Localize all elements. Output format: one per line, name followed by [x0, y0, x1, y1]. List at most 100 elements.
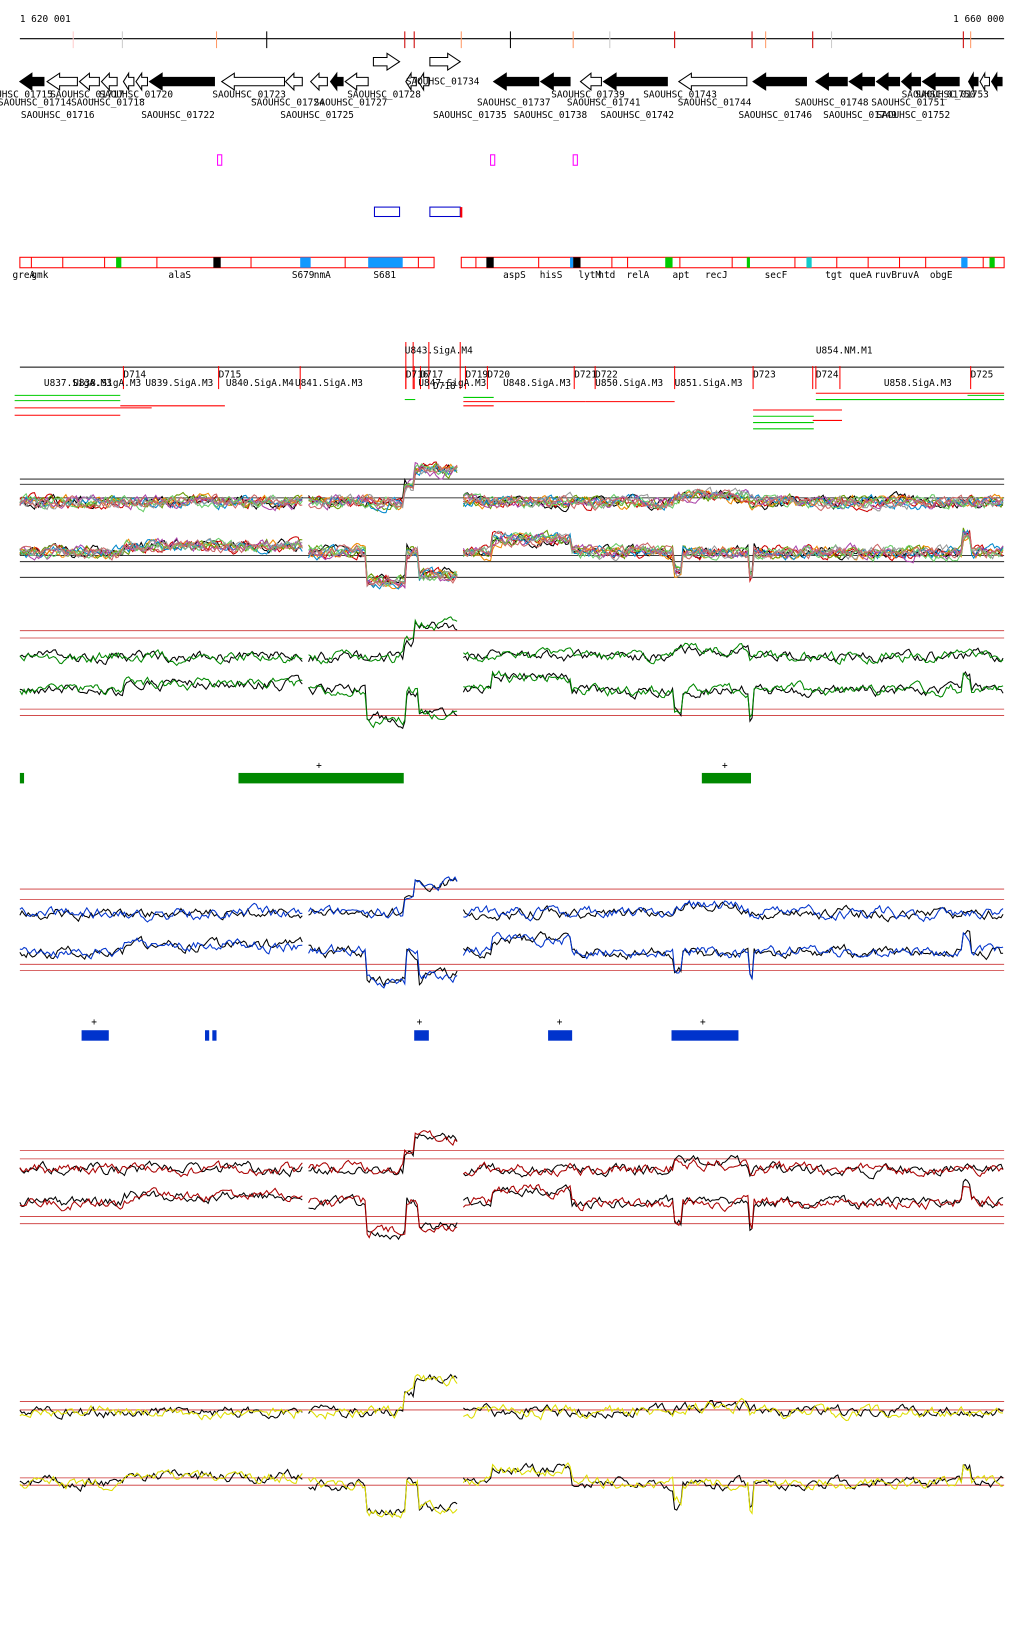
- gene-arrow: [417, 71, 430, 92]
- gene-label: SAOUHSC_01734: [406, 77, 480, 88]
- gene-label: SAOUHSC_01744: [678, 98, 752, 109]
- signal-trace: [19, 670, 1004, 730]
- region-label: D720: [487, 370, 510, 381]
- gene-label: SAOUHSC_01718: [71, 98, 145, 109]
- region-label: D725: [971, 370, 994, 381]
- gene-arrow: [875, 72, 901, 91]
- gene-label: SAOUHSC_01749: [823, 110, 897, 121]
- operon-bar: [19, 256, 435, 269]
- gene-label: SAOUHSC_01728: [347, 89, 421, 100]
- gene-label: SAOUHSC_01717: [50, 89, 124, 100]
- gene-arrow: [100, 71, 118, 92]
- transcript-label: U858.SigA.M3: [884, 378, 952, 389]
- region-label: D722: [595, 370, 618, 381]
- gene-label: SAOUHSC_01725: [280, 110, 354, 121]
- signal-trace: [19, 876, 1004, 923]
- region-label: D721: [574, 370, 597, 381]
- gene-label: SAOUHSC_01742: [600, 110, 674, 121]
- gene-arrow: [848, 72, 875, 91]
- region-label: D716: [406, 370, 429, 381]
- region-label: D717: [420, 370, 443, 381]
- signal-trace: [19, 1373, 1004, 1420]
- operon-label: apt: [673, 270, 690, 281]
- gene-arrow: [579, 72, 602, 92]
- gene-arrow: [405, 71, 417, 92]
- operon-label: queA: [849, 270, 872, 281]
- gene-label: SAOUHSC_01737: [477, 98, 551, 109]
- segment-strand: +: [417, 1017, 423, 1028]
- segment-strand: +: [91, 1017, 97, 1028]
- gene-label: SAOUHSC_01727: [314, 98, 388, 109]
- operon-label: obgE: [930, 270, 953, 281]
- operon-label: ruvA: [896, 270, 919, 281]
- promoter-mark: [490, 154, 496, 166]
- signal-trace: [19, 530, 1004, 588]
- operon-block: [989, 257, 995, 268]
- segment-block: [19, 772, 25, 784]
- transcript-label: U848.SigA.M3: [503, 378, 571, 389]
- signal-trace: [19, 877, 1004, 923]
- transcript-label: U841.SigA.M3: [295, 378, 363, 389]
- end-coordinate: 1 660 000: [953, 14, 1004, 25]
- operon-label: tgt: [825, 270, 842, 281]
- transcript-label: U847.SigA.M3: [418, 378, 486, 389]
- gene-arrow: [329, 71, 344, 92]
- segment-strand: +: [722, 761, 728, 772]
- signal-trace: [19, 464, 1004, 512]
- transcript-label: U840.SigA.M4: [226, 378, 294, 389]
- operon-label: htd: [598, 270, 615, 281]
- gene-label: SAOUHSC_01753: [915, 89, 989, 100]
- region-label: D723: [753, 370, 776, 381]
- transcript-label: U851.SigA.M3: [675, 378, 743, 389]
- gene-arrow: [921, 72, 960, 91]
- segment-strand: +: [700, 1017, 706, 1028]
- gene-label: SAOUHSC_01722: [141, 110, 215, 121]
- operon-label: lytM: [578, 270, 601, 281]
- transcript-label: U854.NM.M1: [816, 346, 873, 357]
- region-label: D715: [219, 370, 242, 381]
- operon-block: [116, 257, 122, 268]
- operon-label: S681: [373, 270, 396, 281]
- operon-block: [961, 257, 968, 268]
- signal-trace: [19, 1130, 1004, 1178]
- signal-trace: [19, 616, 1004, 667]
- region-label: D714: [123, 370, 146, 381]
- gene-arrow: [78, 72, 100, 92]
- operon-block: [300, 257, 311, 268]
- operon-label: alaS: [168, 270, 191, 281]
- transcript-label: U838.SigA.M3: [73, 378, 141, 389]
- segment-block: [81, 1030, 109, 1041]
- gene-arrow: [122, 71, 135, 92]
- operon-label: recJ: [705, 270, 728, 281]
- operon-block: [746, 257, 750, 268]
- signal-trace: [19, 670, 1004, 729]
- operon-block: [573, 257, 581, 268]
- gene-label: SAOUHSC_01715: [0, 89, 53, 100]
- gene-label: SAOUHSC_01752: [877, 110, 951, 121]
- operon-label: nmA: [314, 270, 331, 281]
- signal-trace: [19, 621, 1004, 666]
- gene-arrow: [900, 72, 921, 92]
- gene-arrow: [979, 71, 991, 92]
- gene-arrow: [46, 72, 78, 91]
- operon-label: gmk: [31, 270, 48, 281]
- gene-label: SAOUHSC_01746: [738, 110, 812, 121]
- gene-arrow: [344, 72, 369, 91]
- gene-arrow: [309, 71, 328, 92]
- gene-arrow: [967, 71, 979, 92]
- gene-arrow: [429, 52, 462, 72]
- region-label: D724: [816, 370, 839, 381]
- segment-block: [671, 1030, 739, 1041]
- segment-strand: +: [557, 1017, 563, 1028]
- feature-box: [373, 206, 401, 218]
- signal-trace: [19, 931, 1004, 989]
- signal-trace: [19, 463, 1004, 512]
- gene-label: SAOUHSC_01720: [99, 89, 173, 100]
- operon-label: secF: [765, 270, 788, 281]
- transcript-label: U843.SigA.M4: [405, 346, 473, 357]
- transcript-label: U837.SigA.M3: [44, 378, 112, 389]
- gene-arrow: [148, 72, 215, 91]
- gene-arrow: [492, 72, 540, 91]
- gene-arrow: [602, 72, 668, 91]
- operon-label: aspS: [503, 270, 526, 281]
